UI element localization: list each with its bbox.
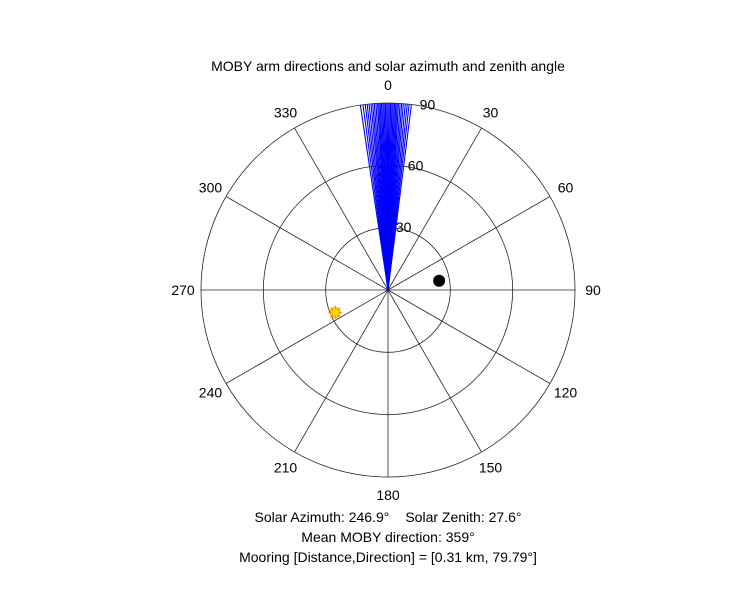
angle-tick-label: 240 — [199, 385, 223, 401]
angle-tick-label: 180 — [376, 487, 400, 503]
spoke-line — [225, 289, 389, 384]
radius-tick-label: 60 — [408, 158, 424, 174]
radius-tick-label: 30 — [396, 219, 412, 235]
angle-tick-label: 210 — [274, 460, 298, 476]
spoke-line — [294, 127, 389, 291]
spoke-line — [387, 196, 551, 291]
angle-tick-label: 120 — [554, 385, 578, 401]
spoke-line — [387, 289, 551, 384]
angle-tick-label: 60 — [558, 180, 574, 196]
angle-tick-label: 150 — [479, 460, 503, 476]
angle-tick-label: 90 — [585, 282, 601, 298]
spoke-line — [387, 289, 482, 453]
solar-azimuth-text: Solar Azimuth: 246.9° — [254, 509, 390, 525]
solar-zenith-text: Solar Zenith: 27.6° — [405, 509, 522, 525]
arm-direction-line — [387, 104, 412, 291]
angle-tick-label: 30 — [483, 104, 499, 120]
sun-ray — [336, 307, 341, 311]
sun-ray — [329, 314, 334, 318]
spoke-line — [387, 127, 482, 291]
mooring-marker — [433, 274, 446, 287]
angle-tick-label: 0 — [384, 77, 392, 93]
mean-direction-caption: Mean MOBY direction: 359° — [301, 529, 475, 545]
radius-tick-label: 90 — [420, 96, 436, 112]
solar-caption: Solar Azimuth: 246.9° Solar Zenith: 27.6° — [0, 509, 750, 525]
mooring-caption: Mooring [Distance,Direction] = [0.31 km,… — [239, 549, 537, 565]
angle-tick-label: 270 — [171, 282, 195, 298]
sun-ray — [336, 314, 341, 318]
spoke-line — [225, 196, 389, 291]
angle-tick-label: 300 — [199, 180, 223, 196]
chart-title: MOBY arm directions and solar azimuth an… — [211, 58, 565, 74]
spoke-line — [294, 289, 389, 453]
sun-ray — [329, 307, 334, 311]
angle-tick-label: 330 — [274, 104, 298, 120]
